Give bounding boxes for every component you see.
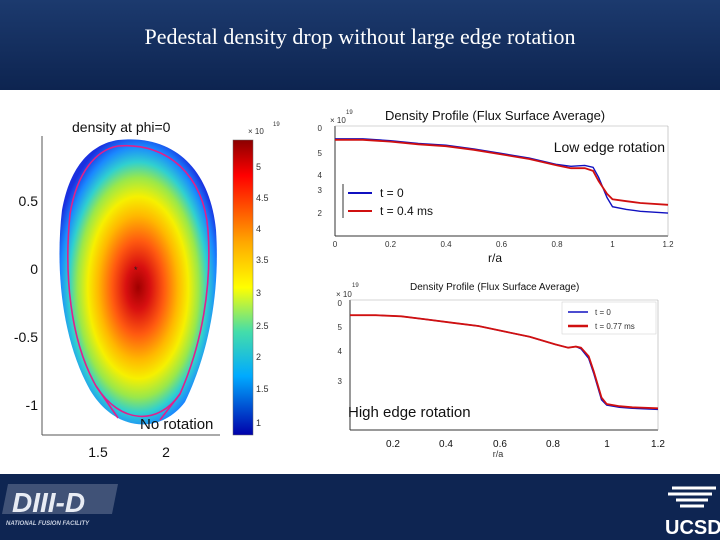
bottom-legend-label: t = 0 bbox=[595, 308, 611, 317]
top-y-tick: 4 bbox=[318, 171, 323, 180]
diii-d-logo-backdrop bbox=[2, 484, 118, 514]
slide-title: Pedestal density drop without large edge… bbox=[144, 24, 576, 49]
magnetic-axis-marker: * bbox=[134, 265, 138, 275]
bottom-x-tick: 1.2 bbox=[651, 439, 665, 450]
ucsd-logo-name: UCSD bbox=[665, 517, 720, 539]
contour-title: density at phi=0 bbox=[72, 119, 171, 135]
diii-d-logo-name: DIII-D bbox=[12, 487, 85, 518]
ucsd-logo: UCSD bbox=[665, 486, 720, 539]
colorbar-tick: 4 bbox=[256, 224, 261, 234]
bottom-legend: t = 0 t = 0.77 ms bbox=[561, 301, 657, 335]
top-legend: t = 0 t = 0.4 ms bbox=[342, 184, 433, 218]
top-x-tick: 0.6 bbox=[496, 240, 508, 249]
top-density-chart: Density Profile (Flux Surface Average) ×… bbox=[318, 108, 675, 265]
top-x-tick: 1.2 bbox=[662, 240, 674, 249]
colorbar-exponent-label: × 10 bbox=[248, 127, 264, 136]
top-y-tick: 3 bbox=[318, 186, 323, 195]
diii-d-logo-subtitle: NATIONAL FUSION FACILITY bbox=[6, 521, 90, 527]
colorbar-tick: 3.5 bbox=[256, 255, 269, 265]
colorbar-tick: 5 bbox=[256, 162, 261, 172]
colorbar-tick: 2 bbox=[256, 352, 261, 362]
bottom-y-tick: 5 bbox=[338, 323, 343, 332]
top-x-tick: 1 bbox=[610, 240, 615, 249]
bottom-exponent: 19 bbox=[352, 283, 359, 289]
colorbar-tick: 1.5 bbox=[256, 384, 269, 394]
top-x-label: r/a bbox=[488, 251, 502, 265]
top-y-tick: 2 bbox=[318, 209, 323, 218]
colorbar-tick: 2.5 bbox=[256, 321, 269, 331]
bottom-x-label: r/a bbox=[493, 449, 504, 459]
contour-y-tick: 0.5 bbox=[19, 193, 39, 209]
bottom-density-chart: Density Profile (Flux Surface Average) ×… bbox=[336, 282, 665, 459]
bottom-x-tick: 0.2 bbox=[386, 439, 400, 450]
top-y-tick: 0 bbox=[318, 124, 323, 133]
no-rotation-annotation: No rotation bbox=[140, 416, 213, 433]
separatrix-line bbox=[67, 144, 210, 418]
contour-y-tick: 0 bbox=[30, 261, 38, 277]
bottom-x-tick: 1 bbox=[604, 439, 610, 450]
bottom-series-line-1 bbox=[350, 314, 659, 410]
bottom-legend-label: t = 0.77 ms bbox=[595, 322, 635, 331]
top-x-tick: 0 bbox=[333, 240, 338, 249]
footer-bar: DIII-D NATIONAL FUSION FACILITY UCSD bbox=[0, 474, 720, 540]
bottom-legend-box bbox=[561, 301, 657, 335]
colorbar-tick: 4.5 bbox=[256, 193, 269, 203]
contour-y-tick: -0.5 bbox=[14, 329, 38, 345]
slide-content: density at phi=0 * 0.5 0 -0.5 -1 1.5 2 N… bbox=[0, 90, 720, 474]
top-exponent-label: × 10 bbox=[330, 116, 346, 125]
contour-x-tick: 1.5 bbox=[88, 444, 108, 460]
high-edge-rotation-annotation: High edge rotation bbox=[348, 404, 471, 421]
top-x-tick: 0.8 bbox=[551, 240, 563, 249]
contour-x-tick: 2 bbox=[162, 444, 170, 460]
x-point-legs bbox=[95, 385, 181, 421]
low-edge-rotation-annotation: Low edge rotation bbox=[554, 139, 665, 155]
footer-logos: DIII-D NATIONAL FUSION FACILITY UCSD bbox=[2, 484, 720, 539]
colorbar bbox=[232, 139, 254, 436]
colorbar-tick: 1 bbox=[256, 418, 261, 428]
bottom-x-tick: 0.4 bbox=[439, 439, 453, 450]
contour-panel: density at phi=0 * 0.5 0 -0.5 -1 1.5 2 N… bbox=[14, 119, 280, 460]
bottom-x-tick: 0.6 bbox=[493, 439, 507, 450]
contour-y-tick: -1 bbox=[26, 397, 39, 413]
figures-canvas: density at phi=0 * 0.5 0 -0.5 -1 1.5 2 N… bbox=[14, 108, 675, 460]
colorbar-exponent: 19 bbox=[273, 122, 280, 128]
top-y-tick: 5 bbox=[318, 149, 323, 158]
bottom-y-tick: 3 bbox=[338, 377, 343, 386]
top-legend-label: t = 0.4 ms bbox=[380, 204, 433, 218]
bottom-x-tick: 0.8 bbox=[546, 439, 560, 450]
colorbar-tick: 3 bbox=[256, 288, 261, 298]
top-series-line-1 bbox=[335, 138, 669, 206]
density-contour-map bbox=[59, 139, 217, 425]
top-chart-title: Density Profile (Flux Surface Average) bbox=[385, 108, 605, 123]
top-x-tick: 0.4 bbox=[440, 240, 452, 249]
ucsd-logo-mark bbox=[668, 486, 716, 508]
bottom-y-tick: 4 bbox=[338, 347, 343, 356]
title-bar bbox=[0, 0, 720, 90]
bottom-chart-title: Density Profile (Flux Surface Average) bbox=[410, 282, 579, 293]
top-legend-label: t = 0 bbox=[380, 186, 404, 200]
diii-d-logo: DIII-D NATIONAL FUSION FACILITY bbox=[2, 484, 118, 527]
top-x-tick: 0.2 bbox=[385, 240, 397, 249]
bottom-exponent-label: × 10 bbox=[336, 290, 352, 299]
top-exponent: 19 bbox=[346, 110, 353, 116]
bottom-y-tick: 0 bbox=[338, 299, 343, 308]
